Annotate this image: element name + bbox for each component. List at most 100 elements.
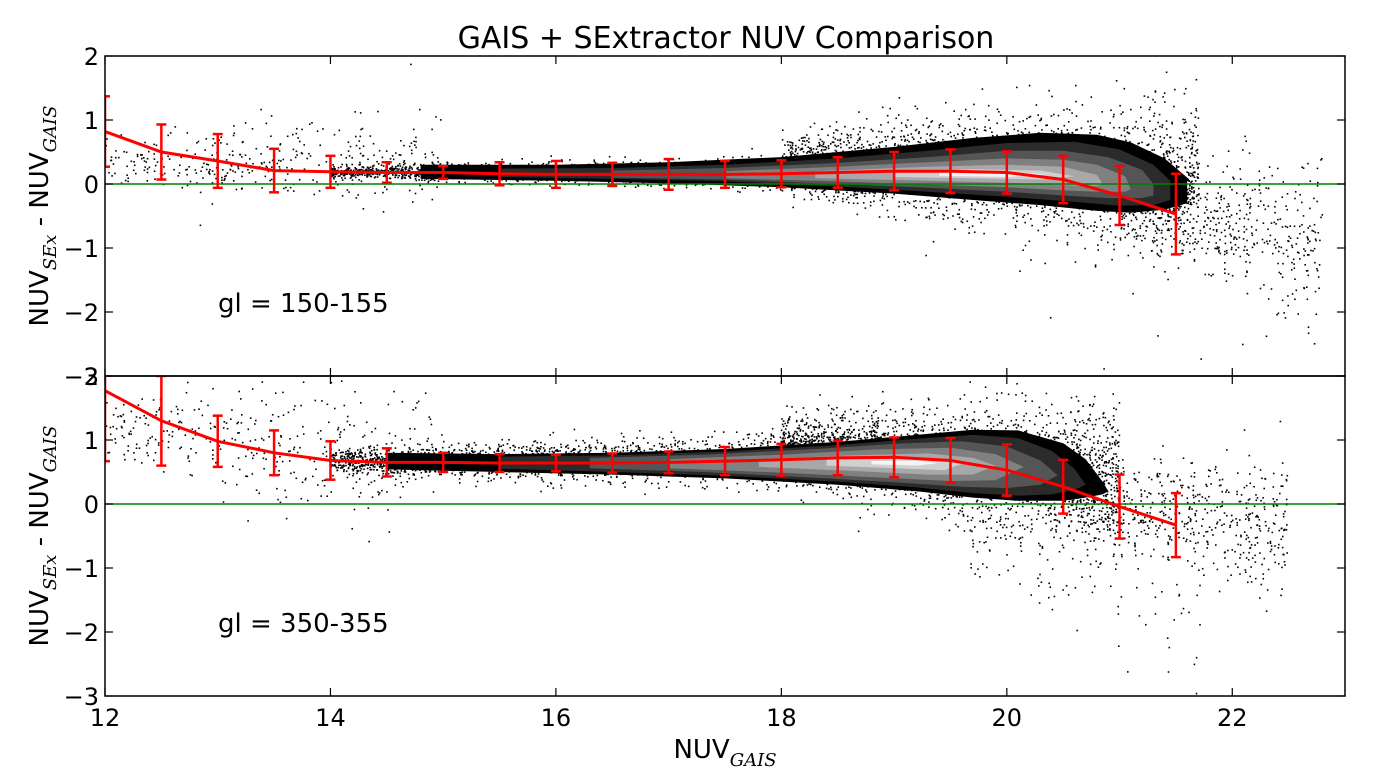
- scatter-point: [261, 187, 263, 189]
- scatter-point: [1181, 159, 1183, 161]
- scatter-point: [1140, 107, 1142, 109]
- scatter-point: [821, 145, 823, 147]
- scatter-point: [623, 161, 625, 163]
- scatter-point: [799, 140, 801, 142]
- scatter-point: [308, 153, 310, 155]
- scatter-point: [1155, 128, 1157, 130]
- scatter-point: [226, 159, 228, 161]
- scatter-point: [211, 154, 213, 156]
- scatter-point: [806, 152, 808, 154]
- scatter-point: [838, 192, 840, 194]
- scatter-point: [810, 193, 812, 195]
- scatter-point: [147, 180, 149, 182]
- scatter-point: [415, 174, 417, 176]
- scatter-point: [640, 159, 642, 161]
- scatter-point: [1022, 120, 1024, 122]
- scatter-point: [354, 111, 356, 113]
- scatter-point: [1109, 225, 1111, 227]
- scatter-point: [850, 194, 852, 196]
- scatter-point: [1116, 212, 1118, 214]
- scatter-point: [506, 180, 508, 182]
- scatter-point: [214, 174, 216, 176]
- scatter-point: [1189, 162, 1191, 164]
- scatter-point: [1195, 116, 1197, 118]
- scatter-point: [267, 146, 269, 148]
- scatter-point: [135, 173, 137, 175]
- scatter-point: [885, 194, 887, 196]
- scatter-point: [1044, 206, 1046, 208]
- scatter-point: [870, 145, 872, 147]
- scatter-point: [123, 151, 125, 153]
- scatter-point: [859, 139, 861, 141]
- scatter-point: [186, 150, 188, 152]
- scatter-point: [137, 156, 139, 158]
- scatter-point: [398, 168, 400, 170]
- scatter-point: [409, 176, 411, 178]
- scatter-point: [1074, 217, 1076, 219]
- scatter-point: [373, 143, 375, 145]
- scatter-point: [1194, 171, 1196, 173]
- scatter-point: [363, 145, 365, 147]
- scatter-point: [239, 154, 241, 156]
- scatter-point: [399, 163, 401, 165]
- scatter-point: [1068, 218, 1070, 220]
- scatter-point: [907, 140, 909, 142]
- scatter-point: [993, 203, 995, 205]
- scatter-point: [202, 177, 204, 179]
- scatter-point: [811, 199, 813, 201]
- scatter-point: [1103, 226, 1105, 228]
- scatter-point: [260, 153, 262, 155]
- scatter-point: [818, 134, 820, 136]
- scatter-point: [787, 141, 789, 143]
- scatter-point: [411, 150, 413, 152]
- scatter-point: [173, 169, 175, 171]
- scatter-point: [561, 161, 563, 163]
- scatter-point: [270, 135, 272, 137]
- scatter-point: [403, 164, 405, 166]
- scatter-point: [344, 174, 346, 176]
- scatter-point: [1159, 114, 1161, 116]
- scatter-point: [988, 119, 990, 121]
- scatter-point: [1196, 203, 1198, 205]
- scatter-point: [926, 142, 928, 144]
- scatter-point: [737, 191, 739, 193]
- scatter-point: [356, 145, 358, 147]
- scatter-point: [818, 142, 820, 144]
- scatter-point: [1043, 225, 1045, 227]
- scatter-point: [816, 148, 818, 150]
- scatter-point: [824, 146, 826, 148]
- scatter-point: [233, 180, 235, 182]
- scatter-point: [521, 158, 523, 160]
- scatter-point: [887, 210, 889, 212]
- scatter-point: [252, 163, 254, 165]
- scatter-point: [939, 127, 941, 129]
- scatter-point: [362, 174, 364, 176]
- scatter-point: [856, 197, 858, 199]
- scatter-point: [930, 212, 932, 214]
- scatter-point: [919, 201, 921, 203]
- scatter-point: [377, 176, 379, 178]
- scatter-point: [313, 194, 315, 196]
- scatter-point: [206, 138, 208, 140]
- scatter-point: [1163, 154, 1165, 156]
- scatter-point: [569, 159, 571, 161]
- scatter-point: [861, 147, 863, 149]
- scatter-point: [915, 207, 917, 209]
- scatter-point: [872, 143, 874, 145]
- scatter-point: [1133, 228, 1135, 230]
- scatter-point: [974, 131, 976, 133]
- scatter-point: [859, 137, 861, 139]
- scatter-point: [825, 149, 827, 151]
- scatter-point: [1193, 167, 1195, 169]
- scatter-point: [1042, 207, 1044, 209]
- scatter-point: [346, 173, 348, 175]
- scatter-point: [930, 139, 932, 141]
- scatter-point: [359, 162, 361, 164]
- scatter-point: [1149, 120, 1151, 122]
- scatter-point: [937, 199, 939, 201]
- scatter-point: [1194, 125, 1196, 127]
- scatter-point: [348, 150, 350, 152]
- scatter-point: [869, 144, 871, 146]
- scatter-point: [344, 175, 346, 177]
